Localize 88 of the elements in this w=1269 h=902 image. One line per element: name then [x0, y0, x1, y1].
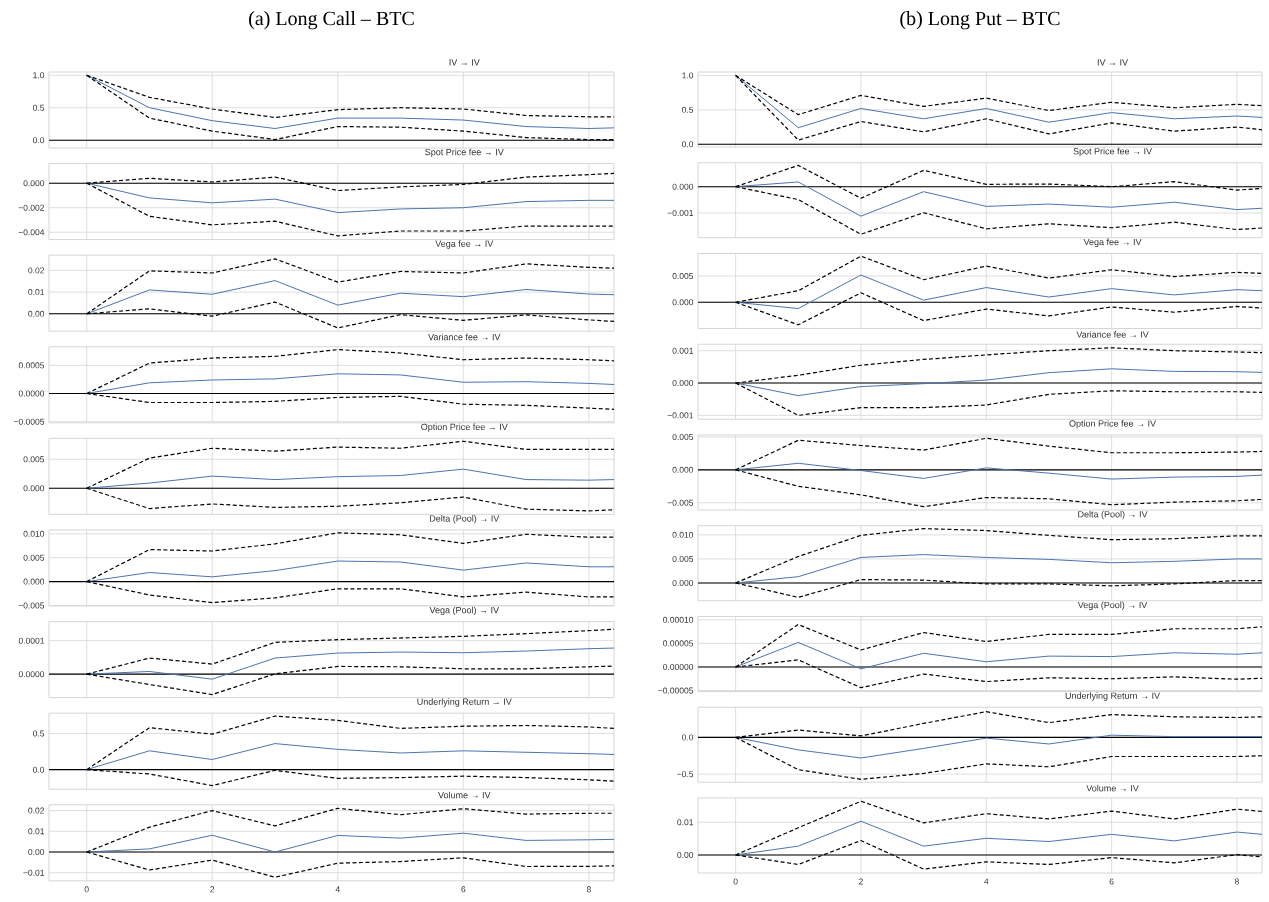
y-tick-label: 0.000	[672, 183, 694, 190]
y-tick-label: 0.00000	[663, 663, 694, 670]
x-tick-label: 2	[210, 886, 215, 893]
y-tick-label: 0.005	[23, 554, 45, 561]
line-series	[735, 368, 1263, 397]
y-tick-label: −0.001	[667, 412, 694, 419]
y-tick-label: −0.00005	[658, 687, 694, 694]
x-tick-label: 2	[859, 878, 863, 885]
y-tick-label: 0.005	[672, 273, 694, 280]
y-tick-label: −0.005	[667, 499, 694, 506]
y-tick-label: 0.02	[28, 267, 45, 274]
y-tick-label: 0.000	[672, 579, 694, 586]
text: (a) Long Call – BTC	[249, 11, 414, 30]
y-tick-label: 0.0000	[18, 671, 45, 678]
x-tick-label: 8	[1234, 878, 1239, 885]
text: (b) Long Put – BTC	[900, 11, 1060, 30]
y-tick-label: −0.0005	[13, 418, 45, 425]
y-tick-label: 0.000	[23, 578, 45, 585]
y-tick-label: 0.00010	[663, 616, 694, 623]
y-tick-label: 0.000	[672, 380, 694, 387]
chart-title: Option Price fee → IV	[421, 423, 508, 432]
y-tick-label: 0.0001	[18, 637, 45, 644]
chart-title: Spot Price fee → IV	[425, 148, 504, 158]
x-tick-label: 4	[984, 878, 989, 885]
chart-title: Volume → IV	[438, 791, 491, 799]
y-tick-label: 0.00	[28, 310, 45, 317]
chart-title: IV → IV	[449, 59, 480, 66]
y-tick-label: 0.005	[672, 555, 694, 562]
y-tick-label: −0.01	[23, 869, 45, 876]
y-tick-label: 0.00	[677, 851, 694, 858]
y-tick-label: 0.0	[32, 137, 45, 144]
y-tick-label: 0.0	[681, 734, 694, 741]
y-tick-label: 0.02	[28, 807, 45, 814]
y-tick-label: −0.001	[667, 210, 694, 216]
x-tick-label: 0	[84, 886, 89, 893]
y-tick-label: 0.0	[681, 141, 694, 148]
x-tick-label: 8	[586, 886, 591, 893]
chart-title: Delta (Pool) → IV	[1078, 510, 1148, 520]
y-tick-label: 0.000	[23, 180, 45, 187]
chart-title: Variance fee → IV	[1076, 331, 1149, 338]
y-tick-label: 0.01	[677, 819, 694, 826]
y-tick-label: −0.004	[18, 229, 45, 236]
chart-title: Spot Price fee → IV	[1073, 147, 1153, 157]
y-tick-label: 0.01	[28, 289, 45, 296]
y-tick-label: 1.0	[33, 72, 45, 79]
line-series	[735, 820, 1263, 856]
y-tick-label: 0.5	[32, 730, 45, 737]
chart-title: Vega (Pool) → IV	[1077, 601, 1148, 610]
y-tick-label: 0.000	[23, 485, 45, 492]
chart-title: Underlying Return → IV	[1065, 692, 1160, 701]
y-tick-label: 0.0	[32, 766, 45, 773]
x-tick-label: 0	[733, 878, 738, 885]
y-tick-label: 0.5	[32, 104, 45, 111]
chart-title: Variance fee → IV	[428, 333, 501, 341]
chart-title: Option Price fee → IV	[1069, 420, 1157, 429]
y-tick-label: 0.000	[672, 466, 694, 473]
chart-title: Vega (Pool) → IV	[429, 606, 499, 616]
chart-title: Vega fee → IV	[1083, 238, 1142, 247]
y-tick-label: 1.0	[682, 72, 694, 79]
y-tick-label: 0.005	[672, 433, 694, 440]
y-tick-label: −0.005	[18, 602, 45, 609]
line-series	[735, 462, 1263, 480]
x-tick-label: 6	[461, 886, 466, 893]
y-tick-label: 0.010	[23, 530, 45, 537]
y-tick-label: −0.5	[677, 771, 694, 778]
y-tick-label: 0.001	[672, 347, 694, 354]
y-tick-label: 0.000	[672, 299, 694, 306]
y-tick-label: 0.00	[28, 849, 45, 856]
line-series	[86, 468, 615, 489]
line-series	[735, 554, 1263, 584]
x-tick-label: 4	[335, 886, 340, 893]
line-series	[735, 274, 1263, 310]
y-tick-label: 0.00005	[663, 640, 694, 647]
y-tick-label: 0.5	[681, 106, 694, 113]
chart-title: Volume → IV	[1086, 784, 1139, 792]
line-series	[86, 560, 615, 583]
chart-title: Underlying Return → IV	[417, 698, 512, 707]
chart-title: Vega fee → IV	[435, 240, 494, 249]
y-tick-label: −0.002	[18, 204, 45, 211]
y-tick-label: 0.010	[672, 531, 694, 538]
y-tick-label: 0.0000	[18, 390, 45, 397]
line-series	[735, 181, 1263, 217]
chart-title: IV → IV	[1097, 59, 1128, 66]
chart-title: Delta (Pool) → IV	[430, 515, 500, 524]
x-tick-label: 6	[1109, 878, 1114, 885]
y-tick-label: 0.005	[23, 456, 45, 463]
y-tick-label: 0.0005	[18, 362, 45, 369]
y-tick-label: 0.01	[28, 828, 45, 835]
